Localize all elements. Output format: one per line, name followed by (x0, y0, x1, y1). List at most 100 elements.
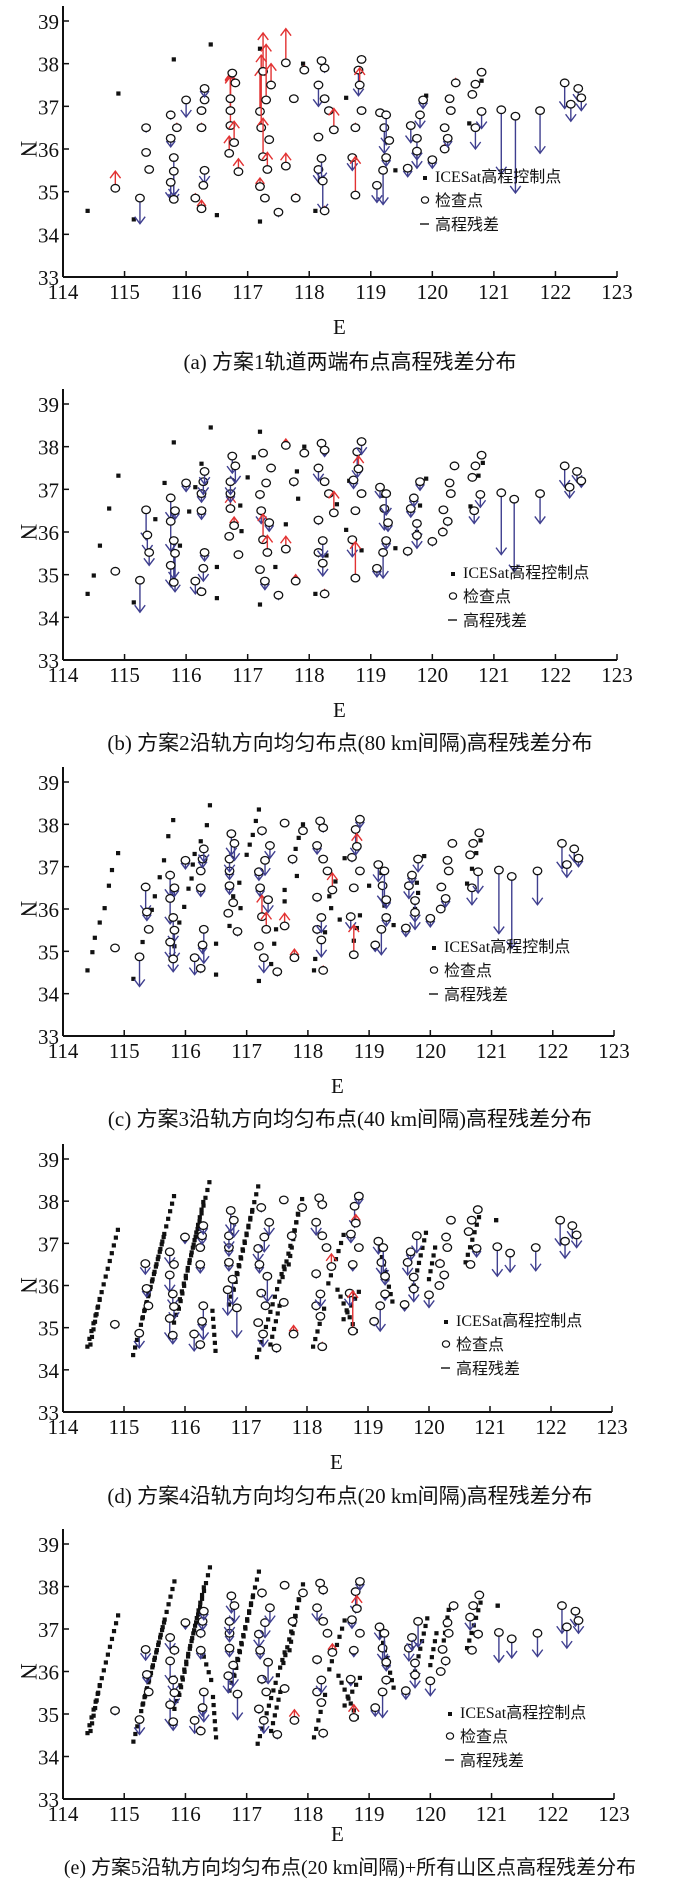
check-point-marker (180, 1232, 190, 1242)
control-point-marker (93, 1705, 98, 1711)
control-point-marker (470, 1237, 475, 1242)
control-point-marker (231, 1287, 236, 1292)
control-point-marker (152, 1655, 157, 1660)
control-point-marker (87, 1723, 92, 1728)
arrow-head-icon (198, 1613, 209, 1621)
arrow-head-icon (197, 861, 208, 869)
control-point-marker (257, 429, 263, 434)
control-point-marker (109, 867, 115, 873)
control-point-marker (334, 1642, 340, 1648)
check-point-marker (165, 1633, 176, 1642)
control-point-marker (107, 506, 112, 511)
control-point-marker (235, 1657, 241, 1663)
arrow-head-icon (143, 557, 155, 567)
control-point-marker (269, 1728, 274, 1734)
arrow-head-icon (262, 904, 274, 914)
control-point-marker (476, 473, 481, 478)
check-point-marker (279, 921, 290, 931)
control-point-marker (96, 1690, 101, 1695)
arrow-head-icon (411, 160, 423, 170)
check-point-marker (411, 1231, 422, 1241)
arrow-head-icon (197, 573, 210, 583)
check-point-marker (375, 1301, 386, 1311)
check-point-marker (565, 99, 576, 109)
control-point-marker (465, 1252, 470, 1257)
check-point-marker (445, 106, 456, 116)
arrow-head-icon (328, 490, 340, 499)
caption-e: (e) 方案5沿轨方向均匀布点(20 km间隔)+所有山区点高程残差分布 (63, 1857, 637, 1879)
control-point-marker (266, 1703, 272, 1708)
control-point-marker (423, 1623, 428, 1629)
check-point-marker (223, 908, 234, 918)
control-point-marker (162, 1617, 167, 1622)
x-tick-label: 122 (537, 1039, 569, 1063)
y-tick-label: 33 (38, 649, 59, 673)
check-point-marker (272, 967, 283, 977)
arrow-head-icon (170, 512, 180, 521)
check-point-marker (313, 165, 324, 174)
arrow-head-icon (196, 495, 207, 504)
control-point-marker (339, 1680, 344, 1685)
arrow-head-icon (407, 1294, 420, 1303)
y-axis-label: N (16, 141, 41, 158)
arrow-head-icon (504, 1264, 516, 1274)
check-point-marker (227, 1274, 238, 1284)
arrow-head-icon (468, 516, 481, 525)
control-point-marker (190, 862, 195, 867)
arrow-head-icon (402, 170, 413, 178)
control-point-marker (140, 1316, 145, 1321)
check-point-marker (376, 924, 387, 934)
arrow-head-icon (355, 821, 365, 829)
legend-square-icon (444, 1320, 448, 1324)
check-point-marker (257, 826, 267, 836)
check-point-marker (347, 852, 357, 862)
arrow-head-icon (381, 159, 392, 168)
x-tick-label: 116 (170, 1039, 201, 1063)
legend-square-icon (432, 946, 436, 950)
arrow-head-icon (168, 1723, 179, 1732)
control-point-marker (161, 858, 167, 863)
control-point-marker (342, 1687, 347, 1692)
check-point-marker (437, 527, 448, 537)
check-point-marker (165, 937, 176, 947)
control-point-marker (273, 927, 279, 932)
control-point-marker (177, 1692, 182, 1697)
legend-residual-label: 高程残差 (460, 1752, 524, 1770)
control-point-marker (417, 503, 423, 508)
control-point-marker (311, 1344, 316, 1349)
control-point-marker (185, 1654, 191, 1659)
control-point-marker (335, 1287, 340, 1292)
control-point-marker (247, 842, 252, 847)
control-point-marker (253, 818, 258, 824)
check-point-marker (469, 506, 480, 516)
arrow-head-icon (409, 921, 421, 931)
check-point-marker (381, 1657, 392, 1667)
control-point-marker (336, 1673, 341, 1678)
control-point-marker (246, 1225, 251, 1230)
check-point-marker (288, 94, 299, 104)
control-point-marker (266, 1317, 271, 1322)
x-tick-label: 116 (171, 663, 202, 687)
check-point-marker (375, 482, 385, 492)
legend-control-label: ICESat高程控制点 (435, 168, 561, 186)
control-point-marker (213, 1727, 218, 1732)
control-point-marker (318, 1709, 323, 1714)
control-point-marker (300, 61, 306, 66)
check-point-marker (195, 1726, 206, 1736)
x-tick-label: 122 (537, 1802, 569, 1826)
arrow-head-icon (403, 890, 415, 900)
y-tick-label: 34 (38, 983, 60, 1007)
control-point-marker (445, 1615, 450, 1620)
x-tick-label: 120 (417, 280, 449, 304)
check-point-marker (319, 477, 330, 487)
control-point-marker (287, 1637, 292, 1642)
check-point-marker (442, 1243, 453, 1252)
check-point-marker (492, 1242, 503, 1252)
legend-residual-label: 高程残差 (444, 986, 508, 1004)
control-point-marker (278, 1665, 283, 1670)
check-point-marker (279, 1580, 290, 1590)
x-tick-label: 123 (598, 1039, 630, 1063)
control-point-marker (313, 956, 318, 962)
control-point-marker (424, 93, 429, 98)
check-point-marker (181, 478, 192, 488)
